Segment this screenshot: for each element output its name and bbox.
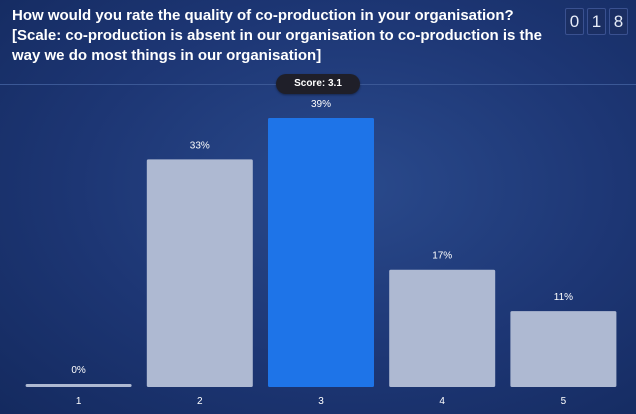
category-label-3: 3	[318, 396, 324, 407]
category-label-4: 4	[439, 396, 445, 407]
counter-digit: 8	[609, 8, 628, 35]
value-label-3: 39%	[311, 99, 331, 110]
counter-digit: 1	[587, 8, 606, 35]
score-badge: Score: 3.1	[276, 74, 360, 94]
category-label-5: 5	[561, 396, 567, 407]
value-label-2: 33%	[190, 140, 210, 151]
bar-4	[389, 269, 496, 387]
value-label-5: 11%	[554, 292, 573, 303]
bar-2	[146, 159, 253, 387]
counter-digit: 0	[565, 8, 584, 35]
value-label-4: 17%	[432, 251, 452, 262]
bar-1	[25, 384, 132, 387]
response-counter: 0 1 8	[565, 8, 628, 35]
question-title: How would you rate the quality of co-pro…	[12, 7, 543, 64]
value-label-1: 0%	[71, 365, 86, 376]
category-label-1: 1	[76, 396, 82, 407]
bar-3	[268, 118, 374, 387]
category-label-2: 2	[197, 396, 203, 407]
bar-5	[510, 311, 617, 387]
